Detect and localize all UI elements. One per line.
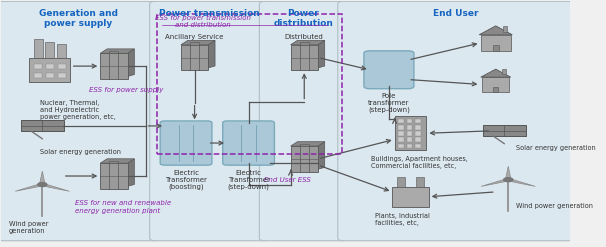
FancyBboxPatch shape — [398, 131, 404, 136]
FancyBboxPatch shape — [109, 51, 118, 53]
FancyBboxPatch shape — [259, 1, 347, 241]
FancyBboxPatch shape — [0, 1, 159, 241]
FancyBboxPatch shape — [415, 119, 421, 124]
Polygon shape — [15, 184, 44, 191]
FancyBboxPatch shape — [415, 131, 421, 136]
Circle shape — [504, 178, 513, 182]
FancyBboxPatch shape — [407, 137, 413, 142]
FancyBboxPatch shape — [181, 45, 208, 70]
FancyBboxPatch shape — [415, 125, 421, 130]
FancyBboxPatch shape — [407, 144, 413, 148]
FancyBboxPatch shape — [398, 137, 404, 142]
Text: Electric
Transformer
(boosting): Electric Transformer (boosting) — [165, 170, 207, 190]
Polygon shape — [127, 49, 135, 77]
Text: Power
distribution: Power distribution — [273, 9, 333, 28]
Text: Wind power
generation: Wind power generation — [8, 221, 48, 234]
Polygon shape — [479, 26, 512, 35]
Polygon shape — [127, 159, 135, 186]
FancyBboxPatch shape — [502, 69, 505, 74]
FancyBboxPatch shape — [291, 146, 318, 172]
FancyBboxPatch shape — [493, 87, 498, 92]
Polygon shape — [507, 179, 535, 186]
FancyBboxPatch shape — [300, 144, 309, 146]
FancyBboxPatch shape — [392, 187, 429, 206]
FancyBboxPatch shape — [190, 42, 199, 45]
Text: End User: End User — [433, 9, 478, 18]
FancyBboxPatch shape — [160, 121, 212, 165]
FancyBboxPatch shape — [482, 77, 509, 92]
Text: Distributed: Distributed — [285, 34, 324, 40]
FancyBboxPatch shape — [109, 161, 118, 163]
FancyBboxPatch shape — [398, 144, 404, 148]
Polygon shape — [291, 40, 325, 45]
Polygon shape — [318, 40, 325, 68]
FancyBboxPatch shape — [407, 119, 413, 124]
Text: Solar energy generation: Solar energy generation — [516, 145, 595, 151]
Polygon shape — [208, 40, 215, 68]
FancyBboxPatch shape — [291, 45, 318, 70]
Polygon shape — [100, 159, 135, 163]
FancyBboxPatch shape — [481, 35, 511, 51]
FancyBboxPatch shape — [58, 73, 66, 78]
FancyBboxPatch shape — [34, 39, 43, 58]
Text: Generation and
power supply: Generation and power supply — [39, 9, 118, 28]
FancyBboxPatch shape — [503, 26, 507, 32]
Polygon shape — [481, 179, 510, 186]
FancyBboxPatch shape — [46, 73, 54, 78]
FancyBboxPatch shape — [100, 53, 127, 79]
FancyBboxPatch shape — [300, 42, 309, 45]
Text: Buildings, Apartment houses,
Commercial facilities, etc,: Buildings, Apartment houses, Commercial … — [371, 156, 467, 169]
FancyBboxPatch shape — [223, 121, 275, 165]
FancyBboxPatch shape — [100, 163, 127, 189]
FancyBboxPatch shape — [398, 125, 404, 130]
Text: Plants, Industrial
facilities, etc,: Plants, Industrial facilities, etc, — [375, 213, 430, 226]
Polygon shape — [39, 171, 45, 185]
FancyBboxPatch shape — [45, 42, 54, 58]
FancyBboxPatch shape — [46, 64, 54, 69]
FancyBboxPatch shape — [415, 137, 421, 142]
Text: Solar energy generation: Solar energy generation — [40, 149, 121, 155]
Text: ESS for power supply: ESS for power supply — [90, 87, 164, 93]
Polygon shape — [41, 184, 69, 191]
FancyBboxPatch shape — [21, 121, 64, 131]
Text: Wind power generation: Wind power generation — [516, 203, 593, 209]
Text: ESS for power transmission
and distribution: ESS for power transmission and distribut… — [155, 15, 251, 28]
FancyBboxPatch shape — [493, 45, 499, 51]
Polygon shape — [100, 49, 135, 53]
FancyBboxPatch shape — [56, 44, 65, 58]
FancyBboxPatch shape — [395, 116, 426, 150]
FancyBboxPatch shape — [407, 131, 413, 136]
FancyBboxPatch shape — [398, 119, 404, 124]
FancyBboxPatch shape — [150, 1, 269, 241]
Polygon shape — [505, 166, 511, 180]
Polygon shape — [181, 40, 215, 45]
Text: Nuclear, Thermal,
and Hydroelectric
power generation, etc,: Nuclear, Thermal, and Hydroelectric powe… — [40, 100, 116, 120]
FancyBboxPatch shape — [34, 64, 42, 69]
Text: Pole
transformer
(step-down): Pole transformer (step-down) — [368, 93, 410, 113]
Text: Electric
Transformer
(step-down): Electric Transformer (step-down) — [228, 170, 270, 190]
Polygon shape — [481, 69, 511, 77]
FancyBboxPatch shape — [338, 1, 574, 241]
FancyBboxPatch shape — [416, 177, 424, 187]
FancyBboxPatch shape — [58, 64, 66, 69]
Circle shape — [38, 183, 47, 186]
Polygon shape — [291, 142, 325, 146]
Text: ESS for new and renewable
energy generation plant: ESS for new and renewable energy generat… — [75, 200, 171, 214]
FancyBboxPatch shape — [398, 177, 405, 187]
FancyBboxPatch shape — [29, 58, 70, 82]
Text: End User ESS: End User ESS — [264, 177, 311, 183]
FancyBboxPatch shape — [415, 144, 421, 148]
Polygon shape — [318, 142, 325, 169]
FancyBboxPatch shape — [407, 125, 413, 130]
Text: Power transmission: Power transmission — [159, 9, 260, 18]
FancyBboxPatch shape — [483, 125, 525, 136]
Text: Ancillary Service: Ancillary Service — [165, 34, 224, 40]
FancyBboxPatch shape — [34, 73, 42, 78]
FancyBboxPatch shape — [364, 51, 414, 89]
